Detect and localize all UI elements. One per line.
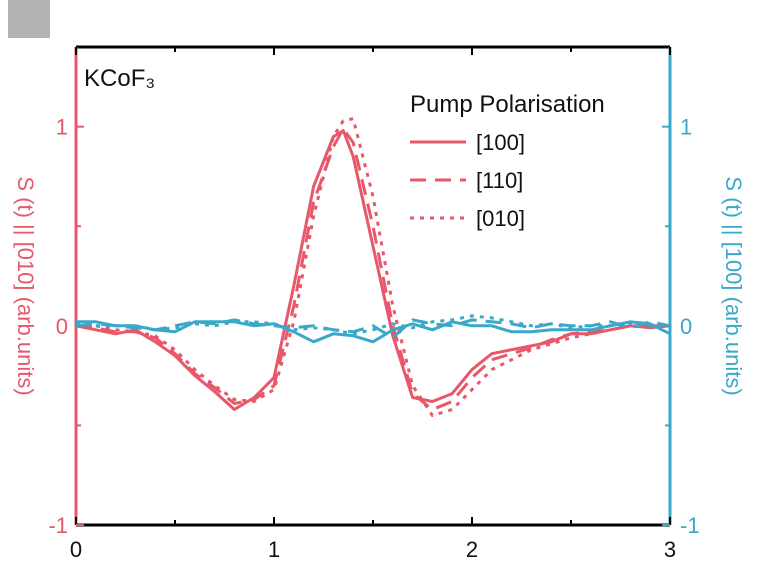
legend: Pump Polarisation [100] [110] [010]: [410, 91, 605, 231]
right-axis-title: S (t) || [100] (arb.units): [721, 176, 746, 395]
left-axis-title: S (t) || [010] (arb.units): [13, 176, 38, 395]
legend-entry-label: [010]: [476, 206, 525, 231]
x-tick-label: 3: [664, 537, 676, 562]
right-y-tick-label: 0: [680, 314, 692, 339]
series-line-left-dotted: [75, 117, 670, 417]
x-tick-label: 0: [70, 537, 82, 562]
legend-entry-label: [110]: [476, 168, 523, 193]
series-line-left-dashed: [75, 127, 670, 411]
left-y-tick-label: 1: [56, 115, 68, 140]
x-tick-label: 1: [268, 537, 280, 562]
series-line-left-solid: [75, 129, 671, 411]
right-y-tick-label: 1: [680, 115, 692, 140]
legend-title: Pump Polarisation: [410, 91, 605, 118]
sample-annotation: KCoF₃: [84, 65, 155, 92]
series-line-right-solid: [76, 320, 671, 344]
legend-entry-label: [100]: [476, 130, 525, 155]
series-line-right-dotted: [75, 314, 670, 336]
left-y-tick-label: -1: [48, 513, 68, 538]
right-y-tick-label: -1: [680, 513, 700, 538]
panel-label-tab: [8, 0, 50, 38]
x-tick-label: 2: [466, 537, 478, 562]
left-y-tick-label: 0: [56, 314, 68, 339]
series-line-right-dashed: [75, 318, 671, 340]
